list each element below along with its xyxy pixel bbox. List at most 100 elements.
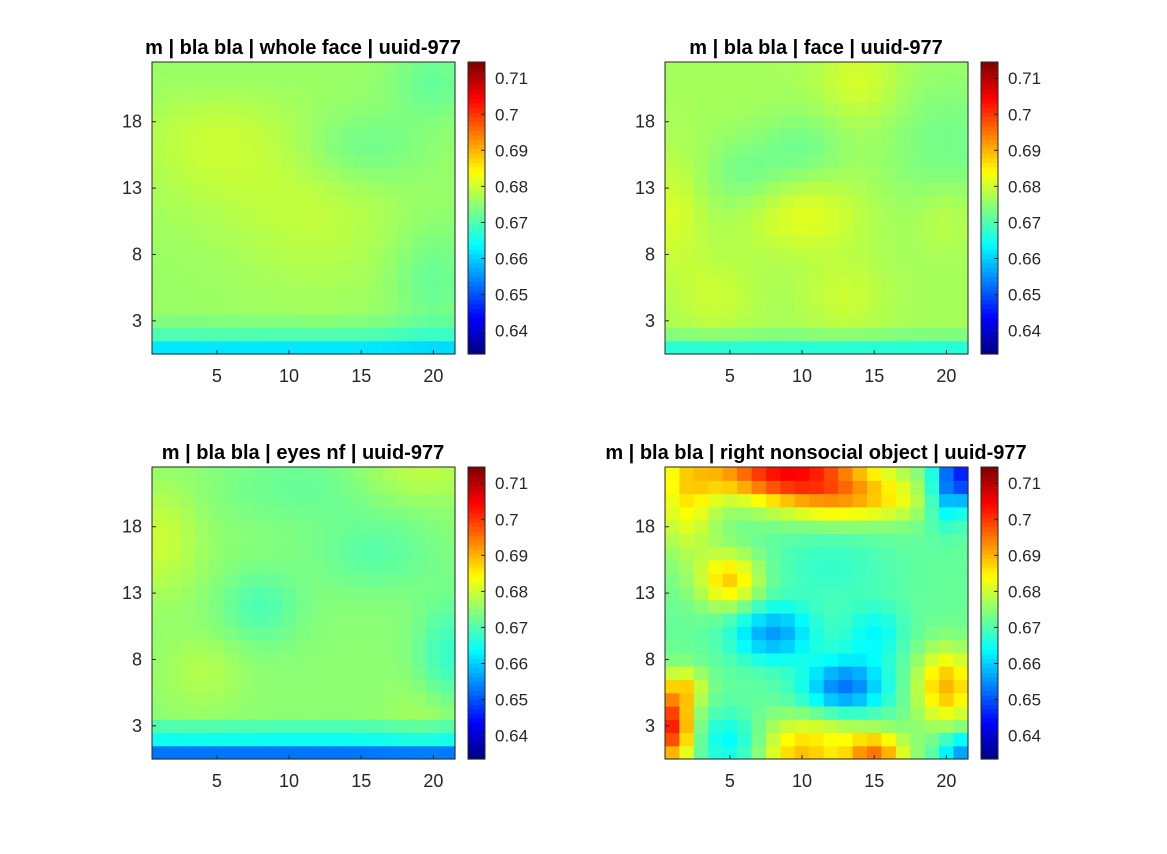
heatmap-cell bbox=[679, 88, 695, 103]
heatmap-cell bbox=[368, 88, 384, 103]
heatmap-cell bbox=[296, 208, 312, 222]
heatmap-cell bbox=[823, 666, 839, 680]
heatmap-cell bbox=[209, 194, 225, 209]
heatmap-cell bbox=[708, 586, 724, 601]
heatmap-cell bbox=[881, 639, 897, 654]
heatmap-cell bbox=[339, 101, 355, 116]
heatmap-cell bbox=[708, 533, 724, 548]
heatmap-cell bbox=[708, 719, 724, 734]
heatmap-cell bbox=[708, 559, 724, 574]
heatmap-cell bbox=[766, 300, 782, 315]
heatmap-cell bbox=[794, 274, 810, 289]
heatmap-cell bbox=[281, 520, 297, 534]
heatmap-cell bbox=[953, 274, 969, 289]
heatmap-cell bbox=[368, 168, 384, 183]
colorbar-segment bbox=[981, 253, 998, 259]
heatmap-cell bbox=[679, 75, 695, 90]
heatmap-cell bbox=[180, 546, 196, 561]
colorbar-segment bbox=[468, 84, 485, 90]
heatmap-cell bbox=[368, 533, 384, 548]
heatmap-cell bbox=[881, 626, 897, 641]
heatmap-cell bbox=[794, 666, 810, 680]
heatmap-cell bbox=[924, 287, 940, 302]
colorbar-segment bbox=[468, 553, 485, 559]
colorbar-segment bbox=[468, 249, 485, 255]
heatmap-cell bbox=[195, 559, 211, 574]
heatmap-cell bbox=[953, 480, 969, 495]
heatmap-cell bbox=[766, 493, 782, 508]
heatmap-cell bbox=[238, 559, 254, 574]
heatmap-cell bbox=[180, 586, 196, 601]
heatmap-cell bbox=[924, 679, 940, 694]
heatmap-cell bbox=[440, 287, 456, 302]
colorbar-segment bbox=[468, 749, 485, 756]
heatmap-cell bbox=[426, 626, 442, 641]
heatmap-cell bbox=[823, 493, 839, 508]
heatmap-cell bbox=[339, 314, 355, 329]
x-tick-label: 10 bbox=[792, 366, 812, 386]
axes-frame bbox=[151, 61, 456, 355]
heatmap-cell bbox=[794, 586, 810, 601]
heatmap-cell bbox=[722, 666, 738, 680]
heatmap-cell bbox=[881, 115, 897, 129]
heatmap-cell bbox=[708, 705, 724, 720]
colorbar-segment bbox=[981, 226, 998, 232]
heatmap-cell bbox=[708, 599, 724, 614]
heatmap-cell bbox=[411, 261, 427, 275]
heatmap-cell bbox=[737, 75, 753, 90]
heatmap-cell bbox=[152, 692, 168, 707]
colorbar-segment bbox=[981, 494, 998, 500]
heatmap-cell bbox=[708, 208, 724, 222]
heatmap-cell bbox=[867, 719, 883, 734]
heatmap-cell bbox=[440, 506, 456, 521]
heatmap-cell bbox=[751, 194, 767, 209]
colorbar-segment bbox=[981, 749, 998, 756]
heatmap-cell bbox=[267, 287, 283, 302]
heatmap-cell bbox=[809, 115, 825, 129]
heatmap-cell bbox=[867, 520, 883, 534]
heatmap-cell bbox=[895, 573, 911, 588]
heatmap-cell bbox=[368, 666, 384, 680]
heatmap-cell bbox=[722, 520, 738, 534]
heatmap-cell bbox=[180, 300, 196, 315]
heatmap-cell bbox=[693, 101, 709, 116]
heatmap-cell bbox=[693, 599, 709, 614]
heatmap-cell bbox=[152, 493, 168, 508]
heatmap-cell bbox=[693, 506, 709, 521]
heatmap-cell bbox=[411, 115, 427, 129]
heatmap-cell bbox=[354, 467, 370, 481]
axes-frame bbox=[151, 466, 456, 760]
heatmap-cell bbox=[910, 533, 926, 548]
x-tick-label: 5 bbox=[212, 366, 222, 386]
heatmap-cell bbox=[737, 652, 753, 667]
colorbar-segment bbox=[981, 521, 998, 527]
heatmap-cell bbox=[166, 181, 182, 196]
heatmap-cell bbox=[809, 327, 825, 342]
heatmap-cell bbox=[195, 168, 211, 183]
heatmap-cell bbox=[881, 705, 897, 720]
heatmap-cell bbox=[339, 274, 355, 289]
heatmap-cell bbox=[665, 666, 681, 680]
heatmap-cell bbox=[910, 75, 926, 90]
y-tick-label: 13 bbox=[122, 583, 142, 603]
heatmap-cell bbox=[152, 261, 168, 275]
heatmap-cell bbox=[766, 732, 782, 747]
heatmap-cell bbox=[325, 181, 341, 196]
heatmap-cell bbox=[823, 327, 839, 342]
heatmap-cell bbox=[881, 247, 897, 262]
heatmap-cell bbox=[722, 599, 738, 614]
heatmap-cell bbox=[267, 613, 283, 627]
heatmap-cell bbox=[180, 62, 196, 76]
y-tick-label: 3 bbox=[132, 716, 142, 736]
heatmap-cell bbox=[152, 533, 168, 548]
heatmap-cell bbox=[166, 88, 182, 103]
heatmap-cell bbox=[224, 493, 240, 508]
heatmap-cell bbox=[751, 520, 767, 534]
colorbar-segment bbox=[981, 467, 998, 473]
heatmap-cell bbox=[152, 234, 168, 249]
heatmap-cell bbox=[411, 274, 427, 289]
heatmap-cell bbox=[794, 194, 810, 209]
heatmap-cell bbox=[209, 719, 225, 734]
heatmap-cell bbox=[867, 181, 883, 196]
heatmap-cell bbox=[325, 287, 341, 302]
